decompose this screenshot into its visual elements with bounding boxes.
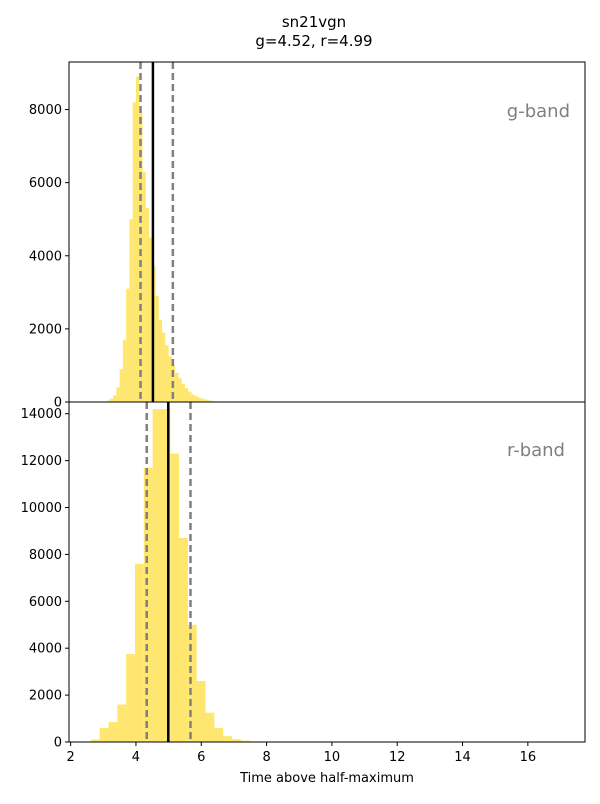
x-tick-label: 16 xyxy=(520,750,537,765)
g-band-bar xyxy=(169,356,172,402)
g-band-y-tick-label: 8000 xyxy=(29,103,62,118)
x-tick-label: 2 xyxy=(66,750,74,765)
r-band-bar xyxy=(206,713,215,742)
g-band-bar xyxy=(156,296,159,402)
x-tick-label: 14 xyxy=(454,750,471,765)
r-band-y-tick-label: 12000 xyxy=(21,454,62,469)
chart-title-values: g=4.52, r=4.99 xyxy=(255,32,372,50)
g-band-bar xyxy=(133,102,136,402)
r-band-bar xyxy=(214,728,223,742)
g-band-bar xyxy=(191,394,194,402)
g-band-y-tick-label: 4000 xyxy=(29,249,62,264)
g-band-y-tick-label: 2000 xyxy=(29,322,62,337)
g-band-bar xyxy=(113,395,116,402)
g-band-bar xyxy=(123,340,126,402)
g-band-bar xyxy=(165,345,168,402)
g-band-bar xyxy=(188,392,191,402)
g-band-bar xyxy=(195,396,198,402)
r-band-y-tick-label: 2000 xyxy=(29,689,62,704)
r-band-y-tick-label: 10000 xyxy=(21,501,62,516)
x-axis-label: Time above half-maximum xyxy=(239,771,414,786)
g-band-bar xyxy=(159,320,162,402)
r-band-bar xyxy=(197,681,206,742)
g-band-bar xyxy=(198,398,201,402)
r-band-y-tick-label: 4000 xyxy=(29,642,62,657)
r-band-y-tick-label: 0 xyxy=(54,736,62,751)
g-band-bar xyxy=(185,388,188,402)
x-tick-label: 12 xyxy=(389,750,406,765)
g-band-bar xyxy=(126,289,129,402)
r-band-bar xyxy=(100,728,109,742)
r-band-label: r-band xyxy=(507,440,565,461)
r-band-bar xyxy=(126,654,135,742)
x-tick-label: 8 xyxy=(262,750,270,765)
g-band-y-tick-label: 6000 xyxy=(29,176,62,191)
r-band-bar xyxy=(117,704,126,742)
x-tick-label: 4 xyxy=(132,750,140,765)
r-band-bar xyxy=(144,468,153,742)
g-band-bar xyxy=(136,77,139,402)
g-band-bar xyxy=(178,378,181,402)
g-band-bar xyxy=(116,387,119,402)
r-band-y-tick-label: 6000 xyxy=(29,595,62,610)
x-tick-label: 6 xyxy=(197,750,205,765)
chart-title-name: sn21vgn xyxy=(282,13,346,31)
x-tick-label: 10 xyxy=(324,750,341,765)
r-band-bar xyxy=(223,736,232,742)
r-band-bar xyxy=(153,409,162,742)
r-band-bar xyxy=(135,564,144,742)
r-band-bar xyxy=(170,454,179,742)
r-band-bar xyxy=(179,538,188,742)
r-band-y-tick-label: 14000 xyxy=(21,407,62,422)
r-band-bar xyxy=(188,625,197,742)
g-band-bar xyxy=(162,333,165,402)
g-band-bar xyxy=(146,208,149,402)
g-band-bar xyxy=(182,384,185,402)
r-band-bar xyxy=(109,722,118,742)
g-band-bar xyxy=(129,219,132,402)
r-band-y-tick-label: 8000 xyxy=(29,548,62,563)
g-band-bar xyxy=(120,369,123,402)
g-band-label: g-band xyxy=(507,101,570,122)
g-band-bar xyxy=(142,172,145,402)
g-band-bar xyxy=(175,373,178,402)
